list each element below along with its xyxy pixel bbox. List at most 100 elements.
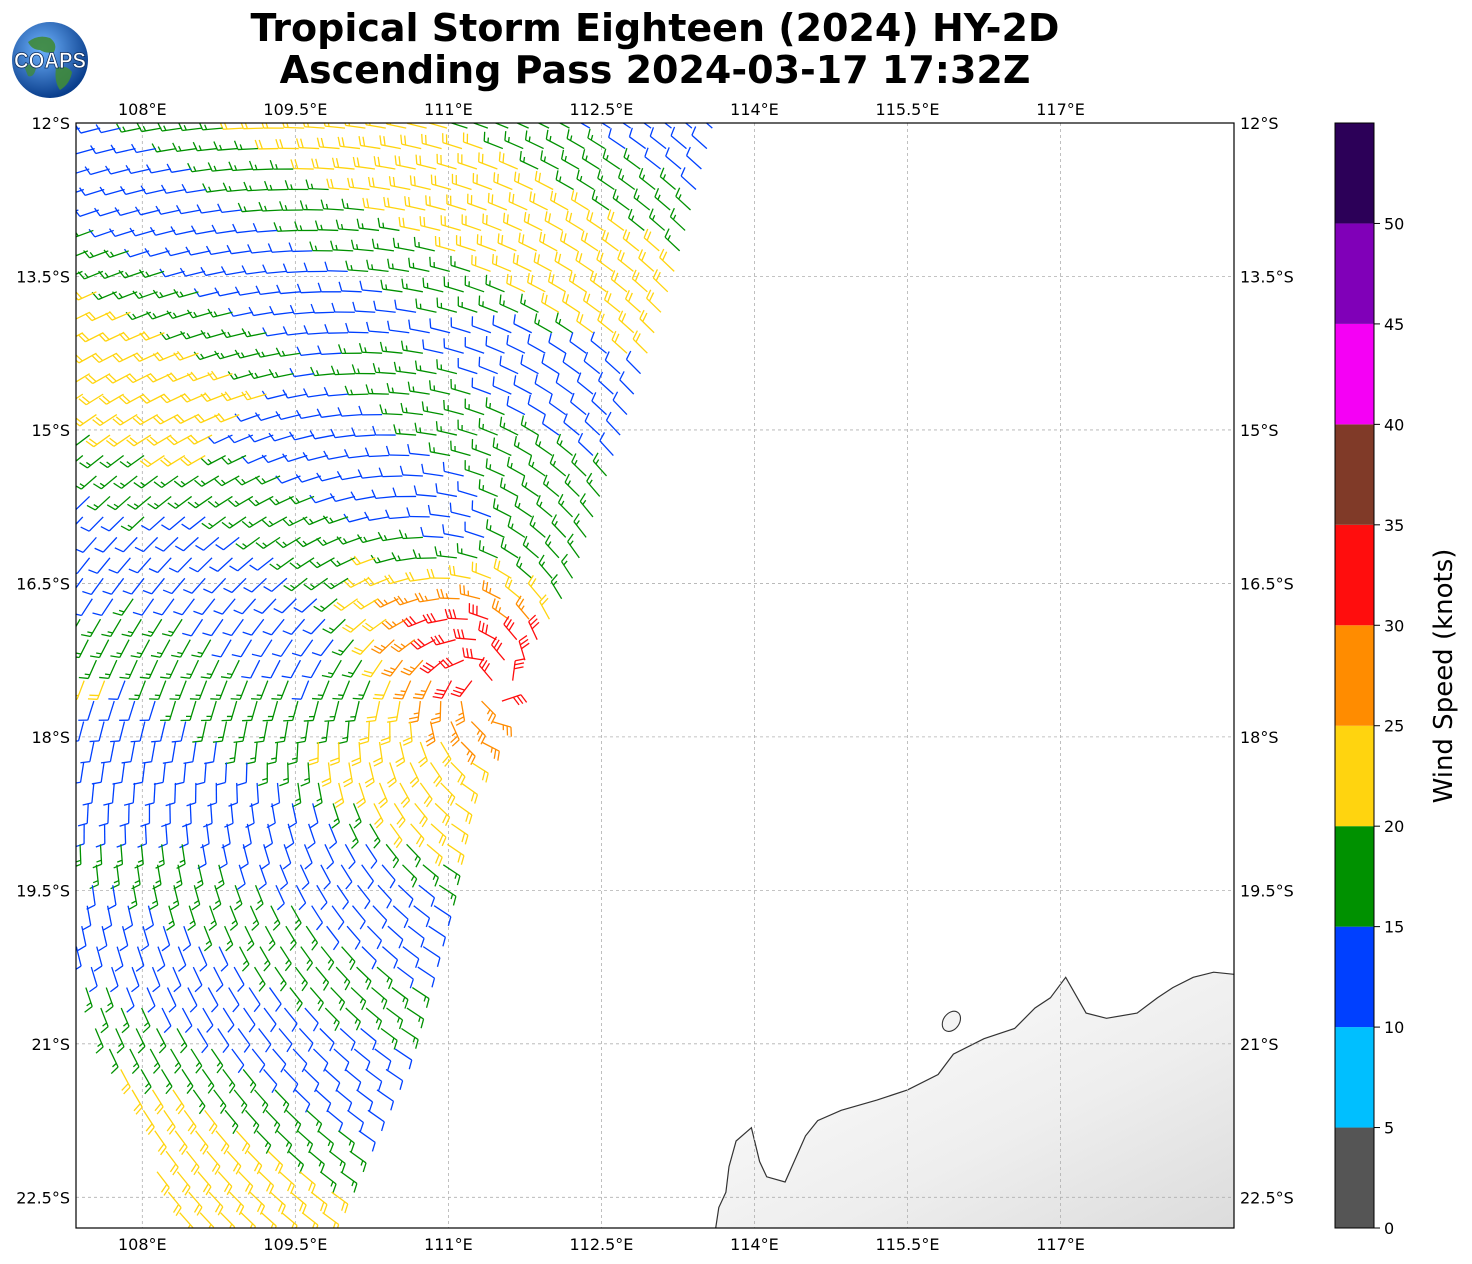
wind-barb [449, 502, 471, 518]
wind-barb [558, 123, 570, 129]
wind-barb [324, 324, 349, 334]
wind-barb [207, 495, 233, 508]
wind-barb [624, 290, 641, 313]
wind-barb [361, 864, 374, 890]
wind-barb [141, 1007, 151, 1034]
wind-barb [247, 1150, 263, 1175]
wind-barb [362, 197, 385, 211]
wind-barb [242, 700, 258, 722]
wind-barb [77, 926, 87, 952]
lon-tick-label: 108°E [118, 1235, 167, 1254]
wind-barb [316, 884, 328, 911]
wind-barb [628, 127, 647, 150]
wind-barb [471, 316, 492, 334]
wind-barb [684, 123, 693, 129]
wind-barb [189, 680, 208, 700]
wind-barb [385, 445, 410, 457]
wind-barb [237, 202, 263, 213]
wind-barb [291, 782, 302, 808]
wind-barb [165, 1150, 179, 1176]
wind-barb [314, 220, 339, 232]
wind-barb [417, 966, 436, 988]
wind-barb [497, 233, 517, 252]
wind-barb [235, 1130, 251, 1155]
wind-barb [282, 123, 305, 129]
wind-barb [664, 228, 681, 252]
wind-barb [119, 803, 130, 827]
wind-barb [413, 236, 435, 252]
wind-barb [146, 311, 172, 320]
wind-barb [76, 721, 85, 742]
wind-barb [119, 186, 146, 196]
wind-barb [562, 352, 580, 375]
wind-barb [393, 424, 417, 436]
wind-barb [478, 479, 498, 498]
wind-barb [202, 1007, 214, 1033]
wind-barb [405, 571, 430, 582]
wind-barb [633, 188, 651, 211]
wind-barb [397, 884, 414, 908]
wind-barb [297, 1130, 314, 1154]
wind-barb [302, 452, 328, 462]
wind-barb [372, 425, 396, 436]
wind-barb [335, 1089, 353, 1112]
wind-barb [207, 782, 218, 807]
wind-barb [108, 680, 126, 700]
wind-barb [300, 762, 311, 787]
wind-barb [365, 843, 378, 869]
wind-barb [173, 289, 199, 298]
wind-barb [77, 270, 104, 280]
wind-barb [309, 803, 319, 829]
wind-barb [373, 598, 399, 608]
wind-barb [90, 639, 110, 659]
wind-barb [114, 536, 138, 553]
wind-barb [356, 782, 366, 809]
wind-barb [91, 762, 105, 785]
wind-barb [513, 375, 533, 395]
wind-barb [125, 373, 152, 384]
wind-barb [268, 432, 294, 442]
colorbar-label: Wind Speed (knots) [1429, 549, 1459, 804]
wind-barb [140, 1069, 152, 1095]
wind-barb [385, 509, 410, 520]
wind-barb [158, 823, 168, 849]
wind-barb [326, 178, 350, 191]
wind-barb [320, 946, 335, 971]
lon-tick-label: 109.5°E [263, 100, 327, 119]
wind-barb [308, 741, 319, 766]
wind-barb [216, 762, 228, 786]
wind-barb [323, 386, 349, 397]
wind-barb [253, 966, 266, 992]
wind-barb [419, 216, 441, 232]
wind-barb [599, 432, 614, 456]
wind-barb [481, 741, 500, 761]
wind-barb [276, 1130, 293, 1154]
wind-barb [513, 436, 533, 457]
wind-barb [98, 393, 124, 405]
wind-barb [262, 264, 287, 274]
colorbar-bin [1335, 625, 1374, 726]
wind-barb [358, 405, 383, 416]
wind-barb [146, 372, 172, 383]
wind-barb [440, 782, 456, 806]
wind-barb [399, 465, 423, 477]
wind-barb [312, 680, 330, 700]
wind-barb [438, 884, 457, 906]
lat-tick-label: 12°S [1240, 114, 1279, 133]
wind-barb [220, 454, 247, 465]
wind-barb [218, 946, 229, 972]
wind-barb [387, 700, 401, 723]
wind-barb [241, 390, 267, 401]
wind-barb [272, 1048, 287, 1073]
wind-barb [391, 552, 417, 562]
wind-barb [228, 987, 240, 1013]
wind-barb [310, 1191, 328, 1214]
wind-barb [464, 337, 485, 354]
wind-barb [282, 516, 308, 527]
wind-barb [170, 885, 180, 911]
wind-barb [334, 782, 345, 808]
wind-barb [254, 139, 279, 150]
wind-barb [230, 680, 249, 700]
wind-barb [379, 341, 403, 354]
wind-barb [245, 741, 258, 765]
